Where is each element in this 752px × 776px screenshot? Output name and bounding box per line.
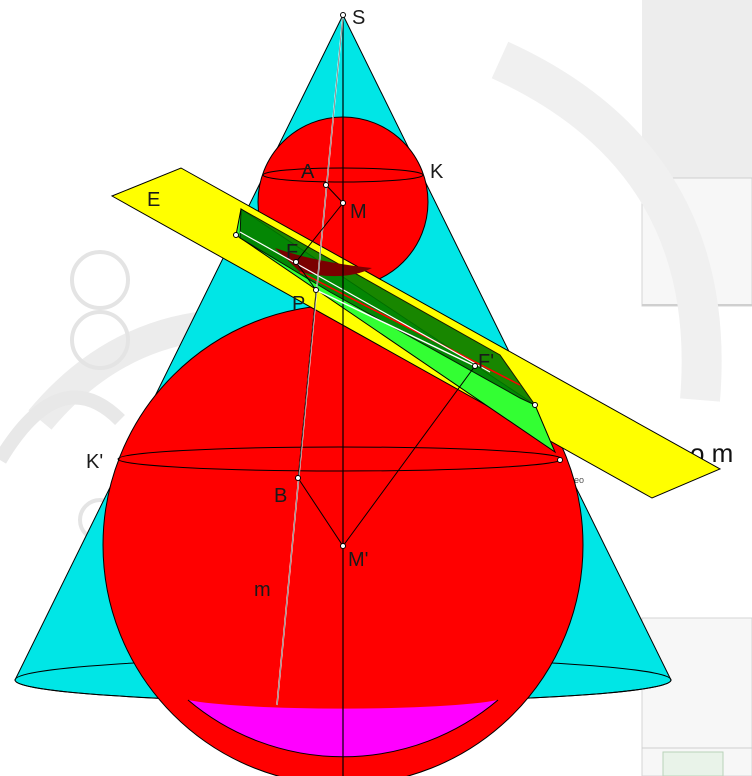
watermark-ring (70, 310, 130, 370)
label-S: S (352, 7, 365, 29)
point-P (313, 287, 319, 293)
segment-P-Fprime (315, 289, 476, 367)
section-axis-red (299, 271, 521, 386)
label-E: E (147, 189, 160, 211)
sphere-under-plane (275, 248, 372, 277)
point-section-left (233, 232, 239, 238)
segment-Fprime-Mprime (342, 365, 476, 547)
construction-lines (276, 14, 476, 776)
label-F: F (286, 241, 298, 263)
label-P: P (292, 293, 305, 315)
point-Fprime (472, 363, 478, 369)
point-section-right (532, 402, 538, 408)
watermark-swirl (491, 41, 722, 402)
point-Mprime (340, 543, 346, 549)
point-A (323, 182, 329, 188)
point-S (340, 12, 346, 18)
label-Mprime: M' (348, 549, 368, 571)
label-M: M (350, 201, 367, 223)
label-m: m (254, 579, 271, 601)
segment-P-B (297, 289, 317, 479)
labels: S A K E M F P F' K' B M' m (86, 7, 494, 601)
label-K: K (430, 161, 444, 183)
label-Fprime: F' (478, 351, 494, 373)
segment-B-Mprime (297, 477, 344, 547)
point-M (340, 200, 346, 206)
points (233, 12, 563, 549)
point-K-prime-edge (557, 457, 563, 463)
bg-panel-top (642, 0, 752, 178)
cutting-plane (110, 167, 722, 499)
generator-m-outline (276, 14, 344, 706)
section-axis-white (239, 231, 491, 373)
segment-M-F (295, 202, 344, 263)
point-B (295, 475, 301, 481)
label-B: B (274, 485, 287, 507)
bg-small-text: eo (574, 475, 584, 485)
segment-A-M (325, 184, 344, 204)
label-Kprime: K' (86, 451, 103, 473)
point-F (293, 259, 299, 265)
segment-F-P (295, 261, 317, 291)
applet-logo (662, 751, 724, 776)
watermark-ring (70, 250, 130, 310)
label-A: A (301, 161, 315, 183)
watermark-arc (0, 390, 125, 464)
bg-panel-bottom (641, 617, 752, 776)
